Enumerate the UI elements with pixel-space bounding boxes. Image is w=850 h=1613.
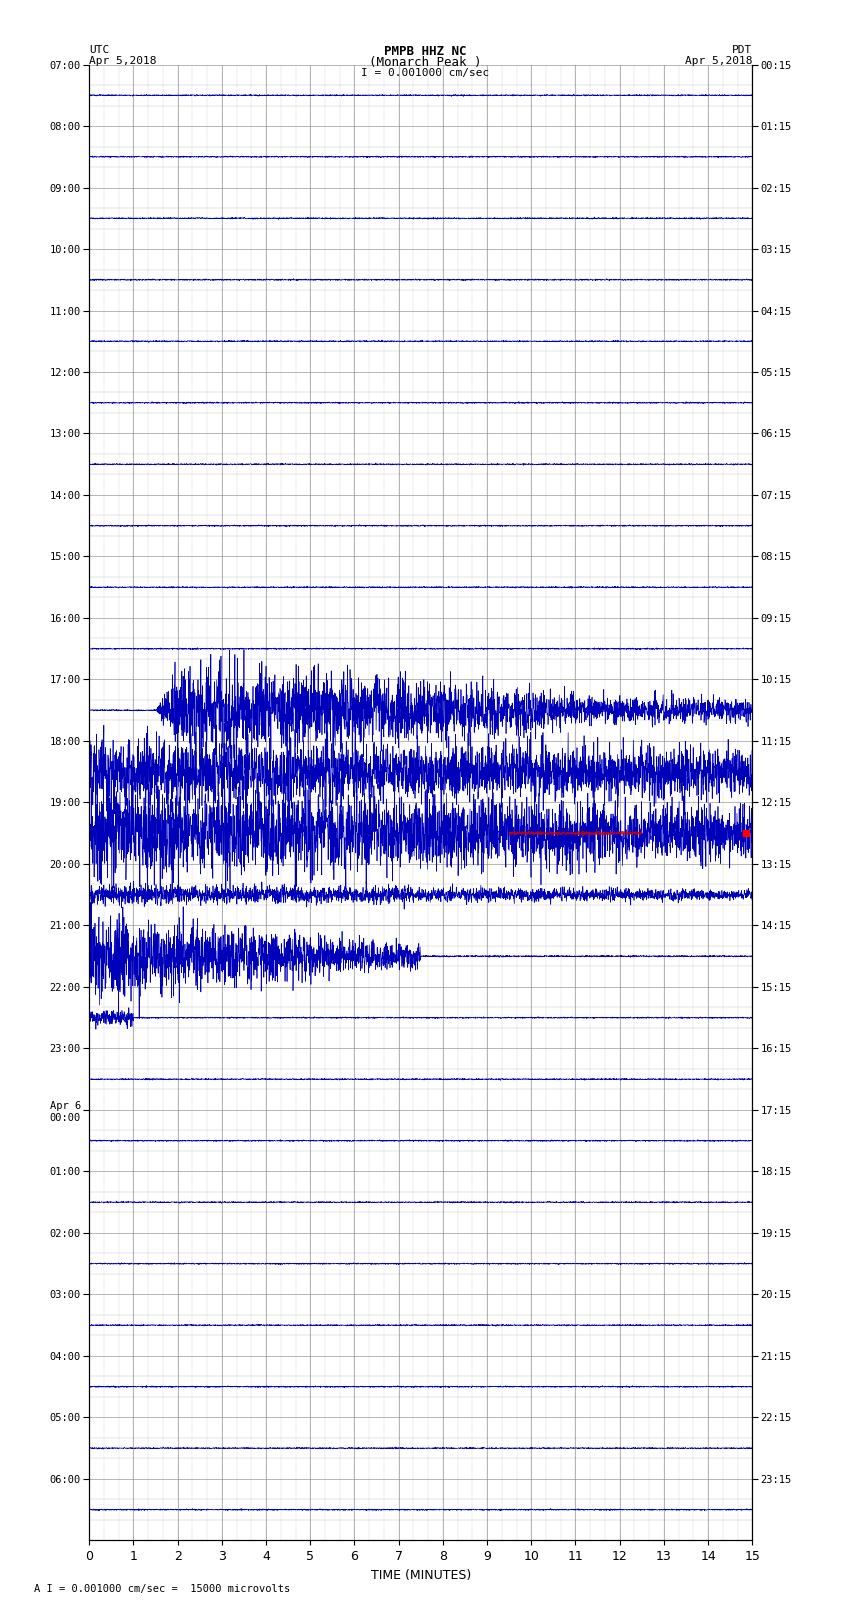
Text: PMPB HHZ NC: PMPB HHZ NC [383,45,467,58]
Text: Apr 5,2018: Apr 5,2018 [89,56,156,66]
Text: UTC: UTC [89,45,110,55]
Text: PDT: PDT [732,45,752,55]
Text: I = 0.001000 cm/sec: I = 0.001000 cm/sec [361,68,489,77]
Text: Apr 5,2018: Apr 5,2018 [685,56,752,66]
Text: (Monarch Peak ): (Monarch Peak ) [369,56,481,69]
Text: A I = 0.001000 cm/sec =  15000 microvolts: A I = 0.001000 cm/sec = 15000 microvolts [34,1584,290,1594]
X-axis label: TIME (MINUTES): TIME (MINUTES) [371,1569,471,1582]
